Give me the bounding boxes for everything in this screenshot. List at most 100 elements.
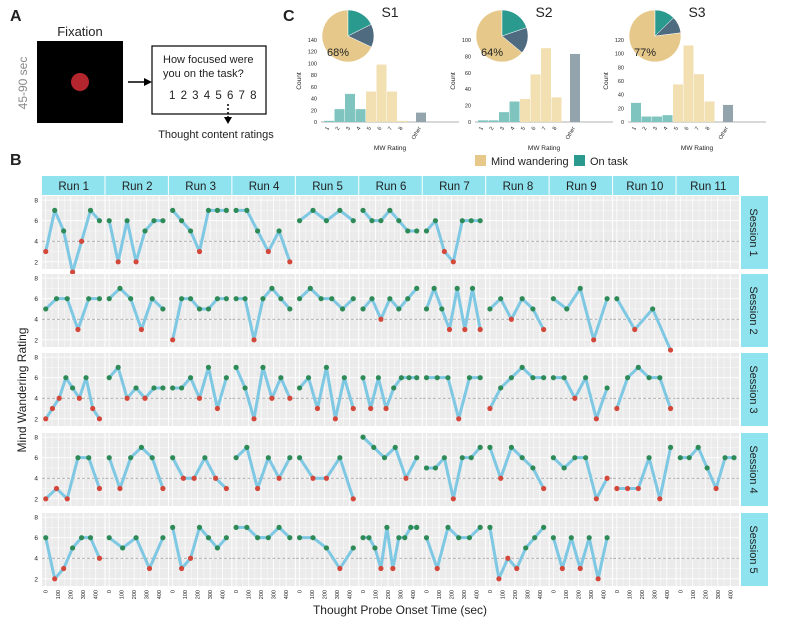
data-point	[120, 545, 126, 551]
data-point	[260, 296, 266, 302]
data-point	[446, 326, 453, 333]
histogram-bar	[662, 115, 673, 122]
facet-background	[295, 274, 359, 347]
y-tick-label: 80	[311, 73, 317, 79]
data-point	[223, 375, 229, 381]
data-point	[78, 535, 85, 541]
histogram-bar	[541, 48, 551, 123]
histogram-bar	[520, 99, 530, 122]
data-point	[369, 218, 375, 224]
facet-panel	[676, 513, 739, 586]
data-point	[254, 228, 261, 234]
data-point	[632, 326, 638, 333]
data-point	[214, 405, 221, 412]
y-tick-label: 100	[462, 38, 471, 44]
histogram-bar	[530, 74, 541, 122]
facet-background	[359, 274, 422, 347]
facet-panel	[359, 353, 422, 426]
facet-panel	[42, 513, 105, 586]
pie-slice-other	[501, 27, 529, 53]
y-tick-label: 140	[308, 38, 317, 44]
question-box	[151, 45, 267, 115]
x-tick-label: 200	[449, 590, 455, 599]
x-tick-label: 8	[705, 126, 712, 132]
histogram-bar	[355, 109, 366, 122]
data-point	[133, 535, 139, 541]
histogram-2: S2 0 20 40 60 80 100 Count MW Rating 1 2 3 4 5 6 7 8 Othe…	[450, 4, 613, 152]
y-tick-label: 4	[34, 476, 38, 483]
histogram-bar	[397, 120, 408, 122]
data-point	[117, 485, 123, 492]
data-point	[406, 375, 412, 381]
facet-panel	[168, 196, 232, 269]
data-point	[477, 326, 483, 333]
data-point	[432, 218, 439, 224]
data-point	[296, 296, 303, 302]
data-point	[78, 238, 85, 244]
x-tick-label: 100	[437, 590, 443, 599]
pie-percent-label: 77%	[634, 47, 656, 59]
y-tick-label: 0	[314, 120, 317, 126]
data-point	[160, 535, 166, 541]
panel-b: Run 1 Run 2 Run 3 Run 4 Run 5 Run 6 Run 7 Run 8…	[15, 176, 768, 617]
data-point	[423, 375, 430, 381]
panel-a: A Fixation 45-90 sec How focused were you…	[10, 8, 274, 141]
data-point	[498, 296, 504, 302]
legend: Mind wandering On task	[475, 155, 628, 168]
data-point	[604, 385, 610, 391]
facet-panel	[295, 513, 359, 586]
x-tick-label: 5	[673, 126, 680, 132]
facet-background	[42, 196, 105, 269]
data-point	[450, 496, 456, 502]
y-tick-label: 6	[34, 535, 38, 542]
x-tick-label: 4	[356, 126, 363, 132]
facet-panel	[549, 353, 613, 426]
histogram-bar	[683, 45, 694, 122]
x-tick-label: 400	[348, 590, 354, 599]
session-strip	[741, 274, 768, 347]
data-point	[550, 535, 556, 541]
y-tick-label: 0	[621, 120, 624, 126]
facet-background	[359, 353, 422, 426]
data-point	[561, 375, 567, 381]
y-tick-label: 100	[308, 61, 317, 67]
y-tick-label: 6	[34, 375, 38, 382]
x-axis-label: Thought Probe Onset Time (sec)	[313, 603, 487, 617]
data-point	[115, 259, 121, 265]
data-point	[187, 296, 194, 302]
facet-panel	[359, 513, 422, 586]
data-point	[43, 306, 49, 312]
x-tick-label: 7	[387, 126, 394, 132]
run-strip	[486, 176, 549, 195]
x-tick-label: 200	[132, 590, 138, 599]
x-tick-label: 200	[513, 590, 519, 599]
y-axis-label: Count	[296, 72, 303, 90]
data-point	[128, 296, 134, 302]
data-point	[695, 444, 701, 450]
data-point	[142, 395, 148, 401]
data-point	[278, 296, 284, 302]
data-point	[423, 535, 430, 541]
facet-panel	[676, 353, 739, 426]
x-tick-label: 300	[272, 590, 278, 599]
data-point	[337, 207, 343, 213]
histogram-bar	[509, 101, 520, 122]
facet-background	[613, 513, 676, 586]
x-tick-label: 300	[525, 590, 531, 599]
run-label: Run 6	[376, 181, 407, 193]
data-point	[350, 296, 356, 302]
data-point	[96, 416, 103, 422]
data-point	[508, 316, 515, 322]
data-point	[396, 218, 402, 224]
x-tick-label: 200	[703, 590, 709, 599]
data-point	[614, 405, 620, 412]
data-point	[387, 296, 393, 302]
facet-panel	[168, 513, 232, 586]
y-tick-label: 8	[34, 355, 38, 362]
facet-panel	[232, 196, 295, 269]
histogram-bar	[324, 120, 334, 122]
data-point	[508, 375, 515, 381]
data-point	[595, 576, 601, 582]
data-point	[287, 395, 293, 401]
facet-background	[422, 353, 486, 426]
